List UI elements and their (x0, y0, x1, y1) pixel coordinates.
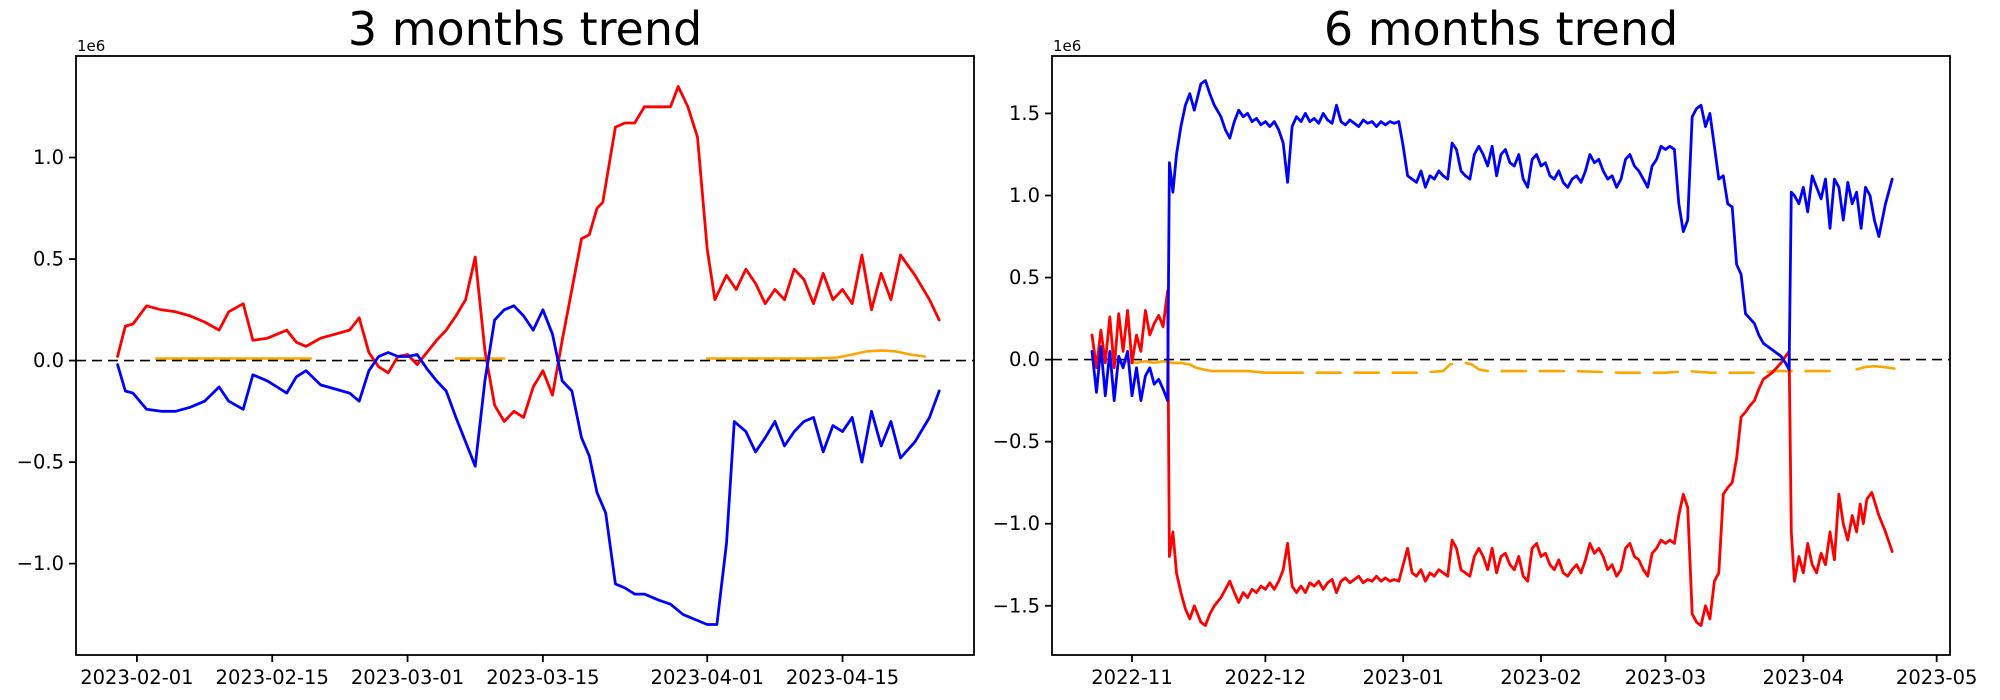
x-tick-label: 2023-05 (1896, 666, 1977, 689)
x-tick-label: 2023-04 (1763, 666, 1844, 689)
three-months-trend-blue-line (116, 304, 941, 626)
x-tick-label: 2022-11 (1091, 666, 1172, 689)
y-tick-label: −1.0 (993, 512, 1040, 535)
six-months-trend-red-line (1090, 289, 1894, 627)
six-months-trend-blue-line (1090, 79, 1894, 403)
six-months-trend-plot: 2022-11 2022-12 2023-01 2023-02 2023-03 2023-… (993, 55, 1977, 689)
y-tick-label: 1.5 (1009, 102, 1040, 125)
y-tick-label: −1.5 (993, 594, 1040, 617)
x-tick-label: 2023-03 (1625, 666, 1706, 689)
six-months-trend-orange-line (1855, 364, 1896, 371)
six-months-trend-orange-line (1108, 358, 1280, 375)
x-tick-label: 2023-03-01 (351, 666, 464, 689)
y-tick-label: 1.0 (1009, 184, 1040, 207)
y-tick-label: 0.0 (1009, 348, 1040, 371)
x-tick-label: 2022-12 (1225, 666, 1306, 689)
x-tick-label: 2023-01 (1362, 666, 1443, 689)
right-chart-offset-text: 1e6 (1053, 37, 1081, 55)
x-tick-label: 2023-02 (1500, 666, 1581, 689)
x-tick-label: 2023-02-15 (216, 666, 329, 689)
x-tick-label: 2023-04-01 (651, 666, 764, 689)
y-tick-label: −1.0 (17, 552, 64, 575)
y-tick-label: 0.0 (33, 349, 64, 372)
three-months-trend-red-line (116, 85, 941, 423)
three-months-trend-plot: 2023-02-01 2023-02-15 2023-03-01 2023-03-15… (17, 55, 975, 689)
y-tick-label: 0.5 (33, 248, 64, 271)
left-chart-offset-text: 1e6 (77, 37, 105, 55)
x-tick-label: 2023-02-01 (80, 666, 193, 689)
y-tick-label: 1.0 (33, 146, 64, 169)
six-months-trend-orange-line (1277, 361, 1836, 375)
y-tick-label: 0.5 (1009, 266, 1040, 289)
y-tick-label: −0.5 (17, 451, 64, 474)
x-tick-label: 2023-04-15 (786, 666, 899, 689)
left-chart-title: 3 months trend (348, 2, 702, 56)
y-tick-label: −0.5 (993, 430, 1040, 453)
six-months-trend-spines (1051, 55, 1951, 656)
three-months-trend-orange-line (705, 349, 927, 360)
three-months-trend-spines (75, 55, 975, 656)
x-tick-label: 2023-03-15 (486, 666, 599, 689)
right-chart-title: 6 months trend (1324, 2, 1678, 56)
